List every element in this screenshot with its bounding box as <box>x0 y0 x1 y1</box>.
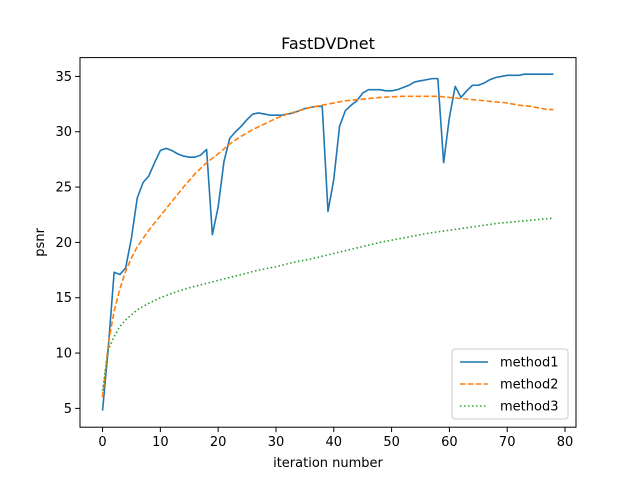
series-line-method3 <box>101 217 554 391</box>
series-line-method2 <box>101 95 554 398</box>
x-tick-label: 40 <box>326 435 343 450</box>
y-tick-label: 20 <box>55 236 72 251</box>
y-axis-label: psnr <box>33 227 48 256</box>
x-tick-label: 30 <box>268 435 285 450</box>
series-line-method1 <box>101 73 554 411</box>
x-tick-label: 50 <box>383 435 400 450</box>
y-tick-label: 25 <box>55 181 72 196</box>
legend-label-method2: method2 <box>500 378 558 393</box>
x-tick-label: 0 <box>98 435 106 450</box>
x-axis-label: iteration number <box>273 456 383 471</box>
x-tick-label: 60 <box>441 435 458 450</box>
y-tick-label: 10 <box>55 347 72 362</box>
x-tick-label: 80 <box>557 435 574 450</box>
y-tick-label: 15 <box>55 291 72 306</box>
x-tick-label: 70 <box>499 435 516 450</box>
legend-label-method1: method1 <box>500 356 558 371</box>
ticks-layer: 0 10 20 30 40 50 60 70 80 5 10 15 20 25 30 35 <box>55 70 573 450</box>
x-tick-label: 20 <box>210 435 227 450</box>
x-tick-label: 10 <box>152 435 169 450</box>
legend-label-method3: method3 <box>500 400 558 415</box>
y-tick-label: 5 <box>64 402 72 417</box>
series-layer <box>101 73 554 411</box>
y-tick-label: 35 <box>55 70 72 85</box>
y-tick-label: 30 <box>55 125 72 140</box>
legend: method1 method2 method3 <box>451 348 569 420</box>
plot-frame <box>79 57 577 428</box>
chart-title: FastDVDnet <box>281 34 375 53</box>
legend-box <box>451 348 569 420</box>
